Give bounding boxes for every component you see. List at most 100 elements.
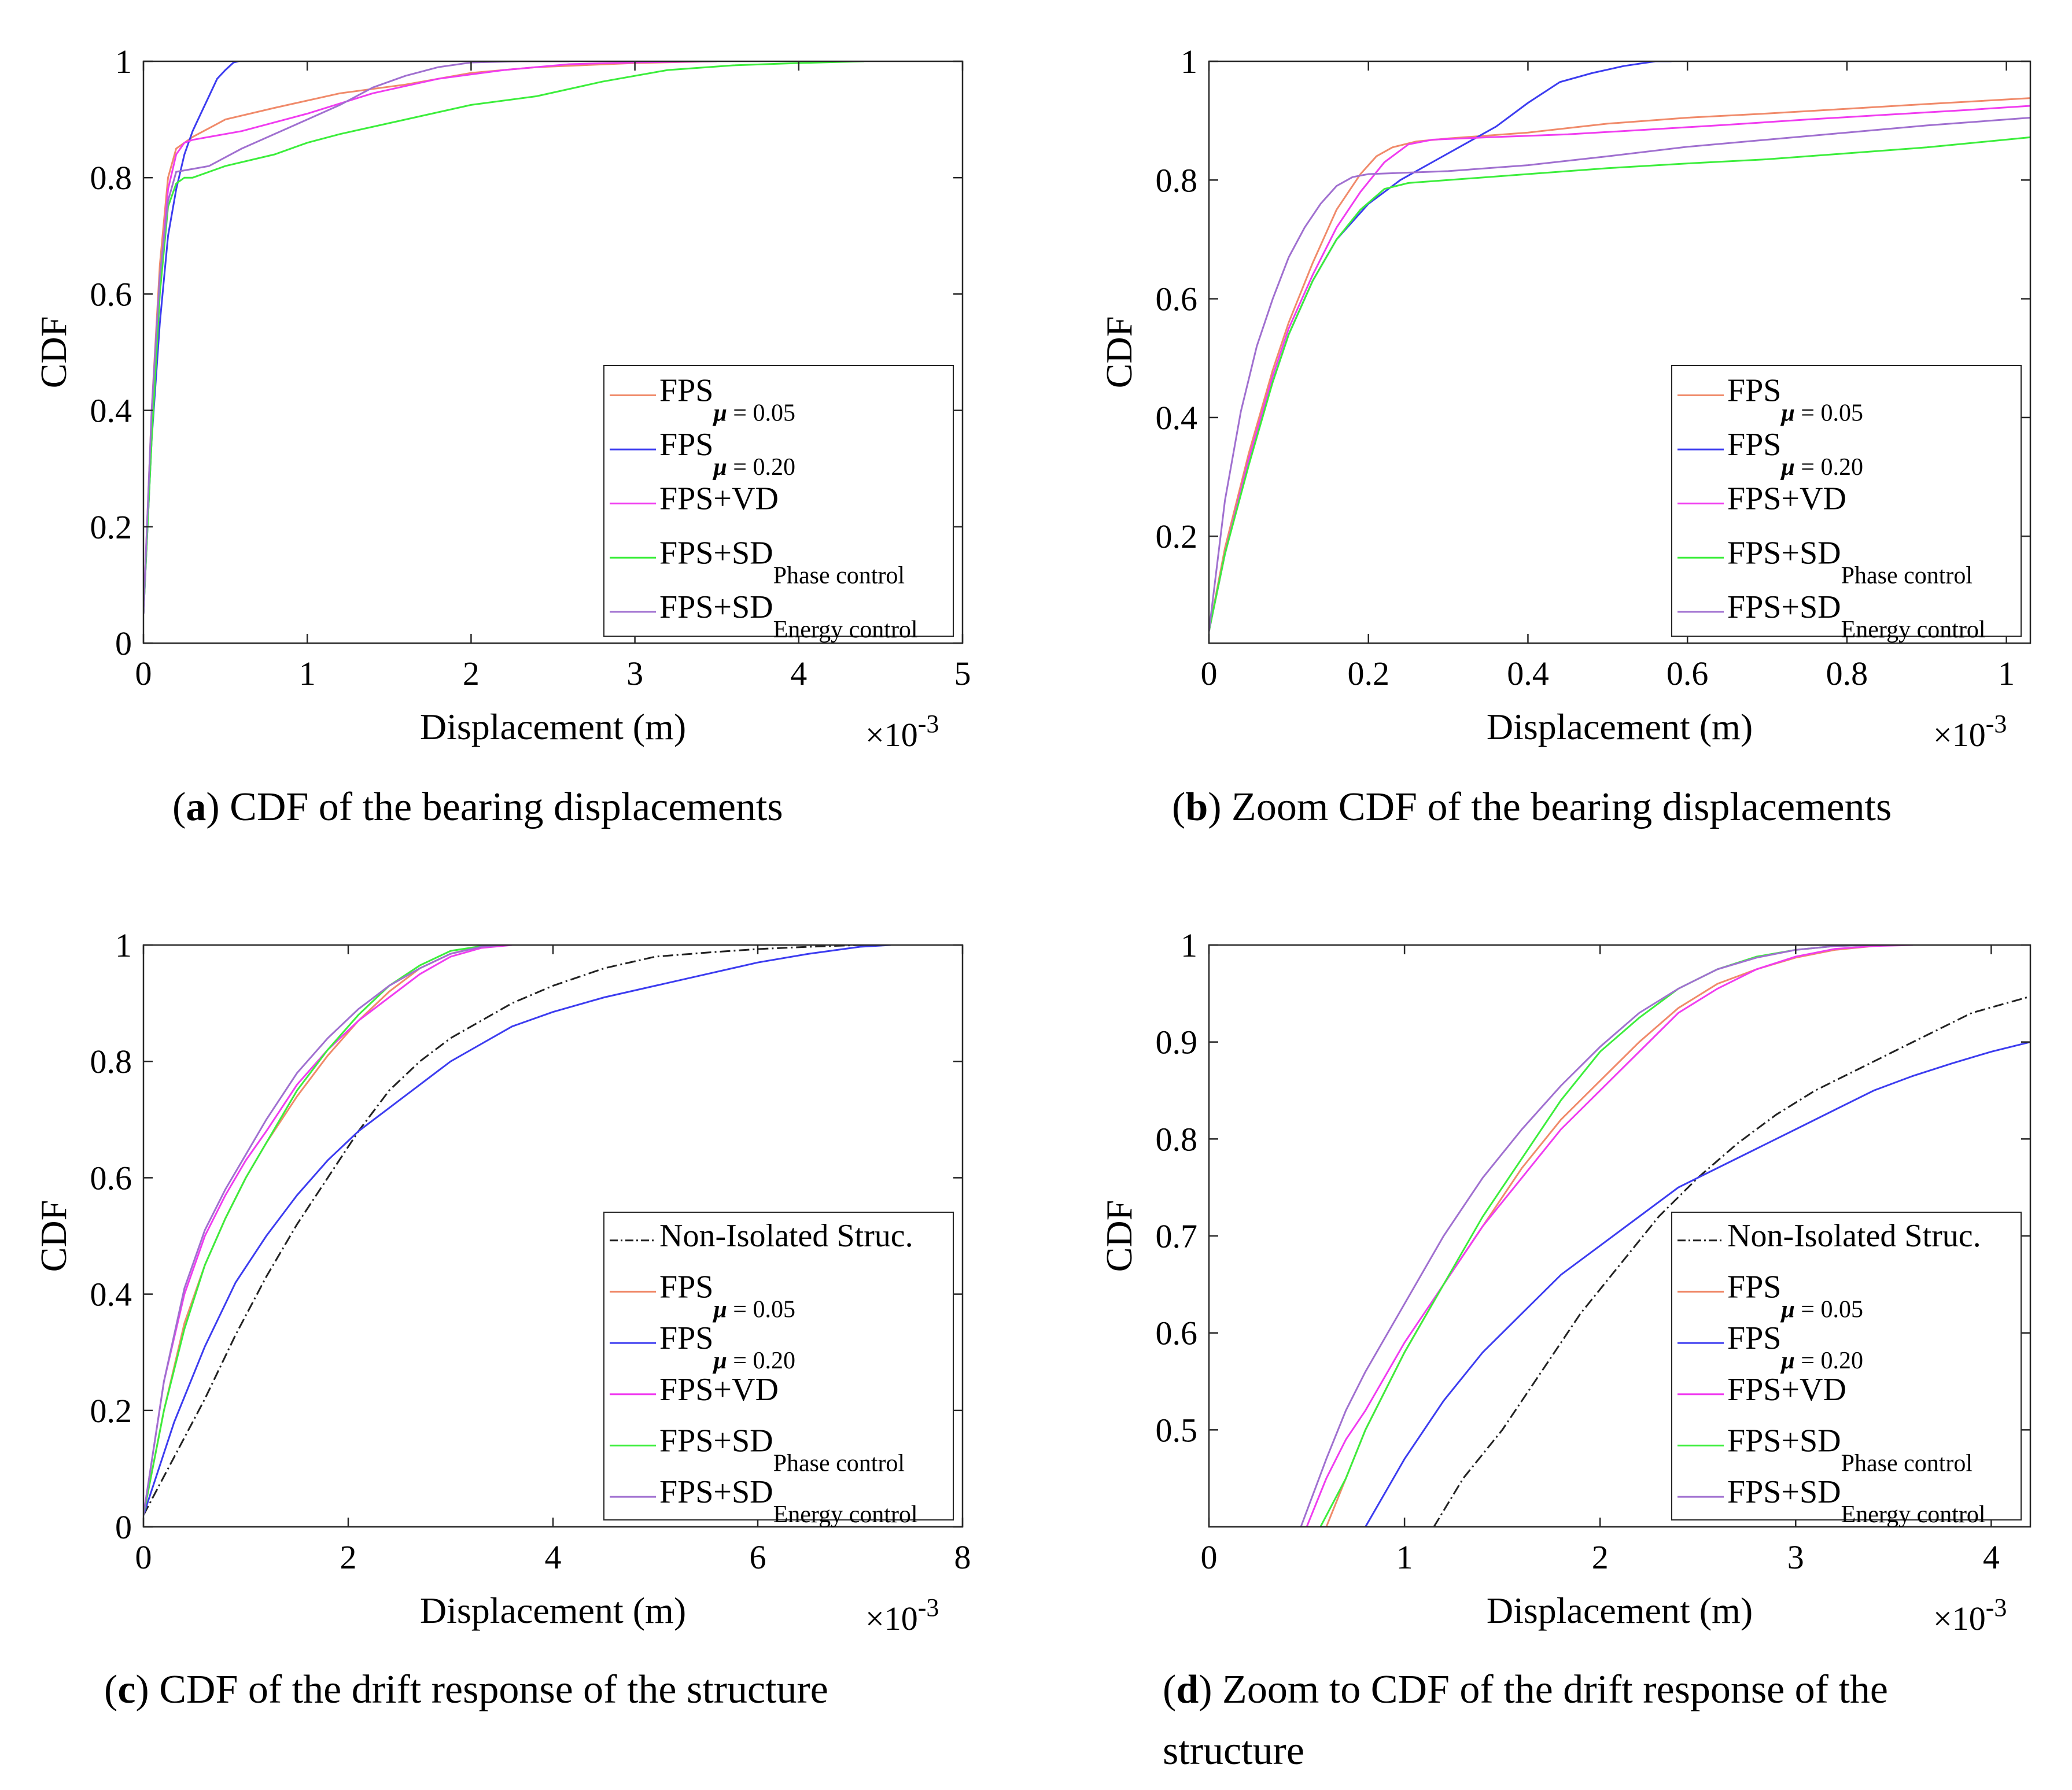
y-tick-label: 0.6: [90, 275, 132, 313]
x-tick-label: 0: [1201, 1538, 1218, 1576]
legend-entry-nonisolated: Non-Isolated Struc.: [1727, 1218, 1981, 1254]
x-exponent-label: ×10-3: [865, 710, 939, 754]
series-line-fps020: [143, 61, 239, 614]
series-line-sdphase: [1209, 136, 2030, 632]
y-tick-label: 0.8: [90, 159, 132, 197]
x-tick-label: 1: [1396, 1538, 1413, 1576]
figure-caption: (a) CDF of the bearing displacements: [172, 785, 783, 829]
legend-entry-sdphase: FPS+SDPhase control: [659, 535, 905, 589]
series-line-fps020: [143, 945, 891, 1516]
legend-entry-fps020: FPSμ = 0.20: [659, 1320, 795, 1374]
x-tick-label: 0.2: [1347, 655, 1389, 692]
series-line-nonisolated: [143, 945, 891, 1516]
series-line-fps005: [1209, 97, 2030, 632]
series-line-sdenergy: [1209, 117, 2030, 632]
series-line-nonisolated: [1433, 995, 2030, 1527]
legend-entry-fps005: FPSμ = 0.05: [659, 372, 795, 426]
series-group: [1209, 61, 2030, 632]
x-tick-label: 0.6: [1667, 655, 1709, 692]
y-tick-label: 1: [115, 43, 132, 80]
y-axis-label: CDF: [1098, 1200, 1140, 1272]
x-tick-label: 1: [299, 655, 316, 692]
x-axis-label: Displacement (m): [1487, 1590, 1753, 1631]
legend-entry-fps005: FPSμ = 0.05: [1727, 1269, 1863, 1323]
y-tick-label: 0.6: [1156, 1315, 1198, 1352]
series-line-sdenergy: [143, 945, 502, 1516]
legend-entry-fpsvd: FPS+VD: [1727, 1372, 1846, 1408]
x-tick-label: 3: [1787, 1538, 1804, 1576]
y-tick-label: 0.4: [1156, 399, 1198, 437]
y-tick-label: 0: [115, 1508, 132, 1546]
y-tick-label: 0.8: [1156, 1120, 1198, 1158]
y-tick-label: 0.4: [90, 1276, 132, 1313]
y-tick-label: 0.6: [90, 1159, 132, 1197]
x-tick-label: 3: [626, 655, 643, 692]
series-line-fpsvd: [1306, 945, 1914, 1527]
x-tick-label: 4: [1983, 1538, 2000, 1576]
x-tick-label: 2: [463, 655, 480, 692]
y-tick-label: 0.6: [1156, 281, 1198, 318]
x-axis-label: Displacement (m): [1487, 706, 1753, 747]
chart-panel-c: 0 2 4 6 8 0 0.2 0.4 0.6 0.8 1 Displacement (m) CDF ×1…: [33, 927, 971, 1712]
legend-entry-sdenergy: FPS+SDEnergy control: [659, 589, 918, 643]
y-tick-label: 0.7: [1156, 1217, 1198, 1255]
legend-entry-fpsvd: FPS+VD: [1727, 481, 1846, 517]
x-tick-label: 0: [1201, 655, 1218, 692]
axes-box: [142, 60, 964, 644]
x-axis-label: Displacement (m): [420, 706, 686, 747]
y-tick-label: 0.4: [90, 392, 132, 430]
series-line-fps020: [1209, 61, 1672, 632]
legend-entry-fps005: FPSμ = 0.05: [1727, 372, 1863, 426]
figure-caption: (d) Zoom to CDF of the drift response of…: [1163, 1667, 1888, 1773]
legend-box: [1671, 1212, 2022, 1520]
y-tick-label: 0: [115, 625, 132, 662]
y-tick-label: 0.8: [1156, 161, 1198, 199]
x-tick-label: 2: [1592, 1538, 1609, 1576]
legend-entry-fpsvd: FPS+VD: [659, 481, 779, 517]
series-group: [143, 61, 865, 614]
legend-box: [603, 365, 954, 637]
legend-entry-sdphase: FPS+SDPhase control: [659, 1423, 905, 1477]
x-tick-label: 0: [135, 655, 152, 692]
legend-entry-sdenergy: FPS+SDEnergy control: [1727, 589, 1986, 643]
legend-entry-fps020: FPSμ = 0.20: [659, 427, 795, 481]
x-tick-label: 4: [790, 655, 807, 692]
x-tick-label: 2: [340, 1538, 357, 1576]
legend-entry-fpsvd: FPS+VD: [659, 1372, 779, 1408]
series-line-fpsvd: [1209, 105, 2030, 632]
y-axis-label: CDF: [33, 1200, 74, 1272]
x-exponent-label: ×10-3: [865, 1593, 939, 1637]
y-axis-label: CDF: [1098, 316, 1140, 389]
chart-panel-a: 0 1 2 3 4 5 0 0.2 0.4 0.6 0.8 1 Displacement (m) CDF ×…: [33, 43, 971, 829]
y-tick-label: 1: [1181, 43, 1197, 80]
series-line-fpsvd: [143, 945, 513, 1516]
legend-entry-fps005: FPSμ = 0.05: [659, 1269, 795, 1323]
x-tick-label: 1: [1998, 655, 2015, 692]
legend-entry-sdenergy: FPS+SDEnergy control: [1727, 1474, 1986, 1528]
x-tick-label: 0.8: [1826, 655, 1868, 692]
chart-panel-b: 0 0.2 0.4 0.6 0.8 1 0.2 0.4 0.6 0.8 1 Displacement …: [1098, 43, 2032, 829]
series-line-sdenergy: [143, 61, 570, 614]
figure-caption: (c) CDF of the drift response of the str…: [104, 1667, 828, 1712]
x-tick-label: 0.4: [1507, 655, 1549, 692]
axes-box: [1208, 60, 2032, 644]
x-exponent-label: ×10-3: [1933, 1593, 2007, 1637]
legend-box: [1671, 365, 2022, 637]
x-tick-label: 4: [545, 1538, 562, 1576]
series-line-sdphase: [143, 945, 502, 1516]
y-tick-label: 0.8: [90, 1043, 132, 1080]
y-axis-label: CDF: [33, 316, 74, 389]
figure-caption: (b) Zoom CDF of the bearing displacement…: [1172, 785, 1892, 829]
legend-entry-fps020: FPSμ = 0.20: [1727, 427, 1863, 481]
legend-box: [603, 1212, 954, 1520]
legend-entry-sdphase: FPS+SDPhase control: [1727, 535, 1973, 589]
y-tick-label: 0.5: [1156, 1411, 1198, 1449]
chart-panel-d: 0 1 2 3 4 0.5 0.6 0.7 0.8 0.9 1 Displacement (m) CDF…: [1098, 927, 2032, 1773]
x-exponent-label: ×10-3: [1933, 710, 2007, 754]
series-line-sdenergy: [1300, 945, 1894, 1527]
x-tick-label: 5: [954, 655, 971, 692]
